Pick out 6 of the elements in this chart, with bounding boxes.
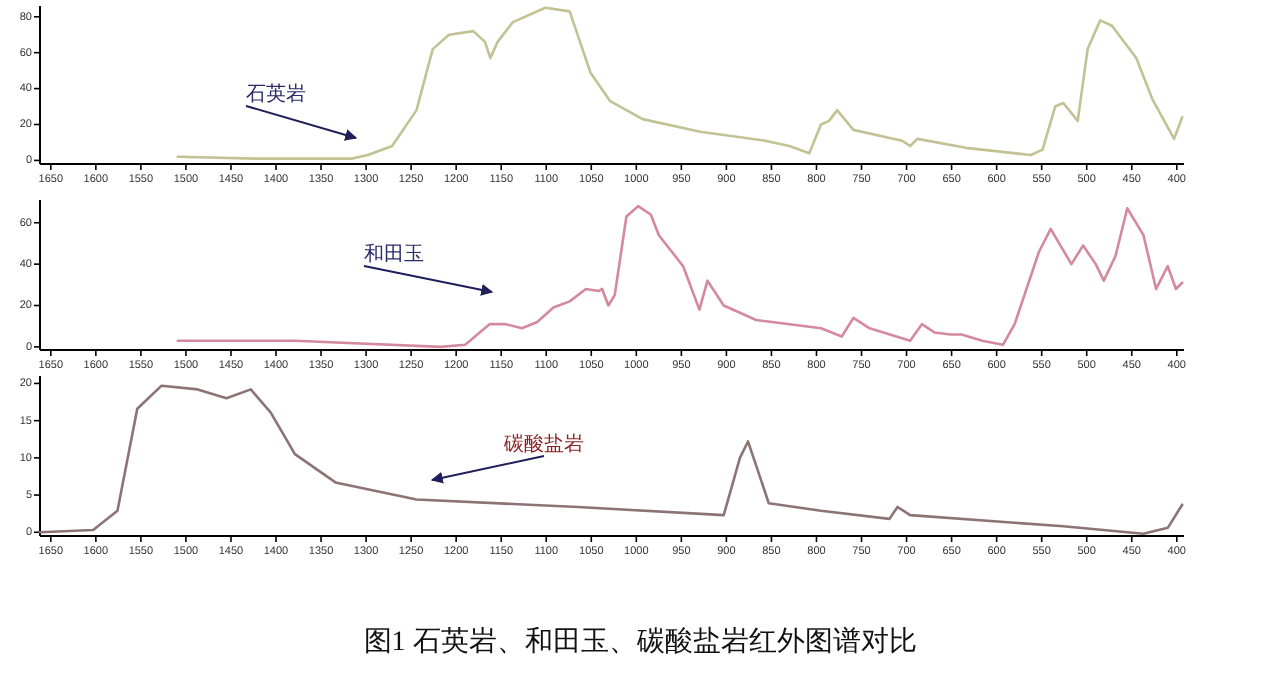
annotation: 和田玉 <box>364 242 424 266</box>
caption: 图1 石英岩、和田玉、碳酸盐岩红外图谱对比 <box>363 626 917 658</box>
annotation: 碳酸盐岩 <box>502 432 584 456</box>
annotation: 石英岩 <box>246 82 306 106</box>
line-series <box>176 204 1184 349</box>
line-series <box>176 6 1184 160</box>
